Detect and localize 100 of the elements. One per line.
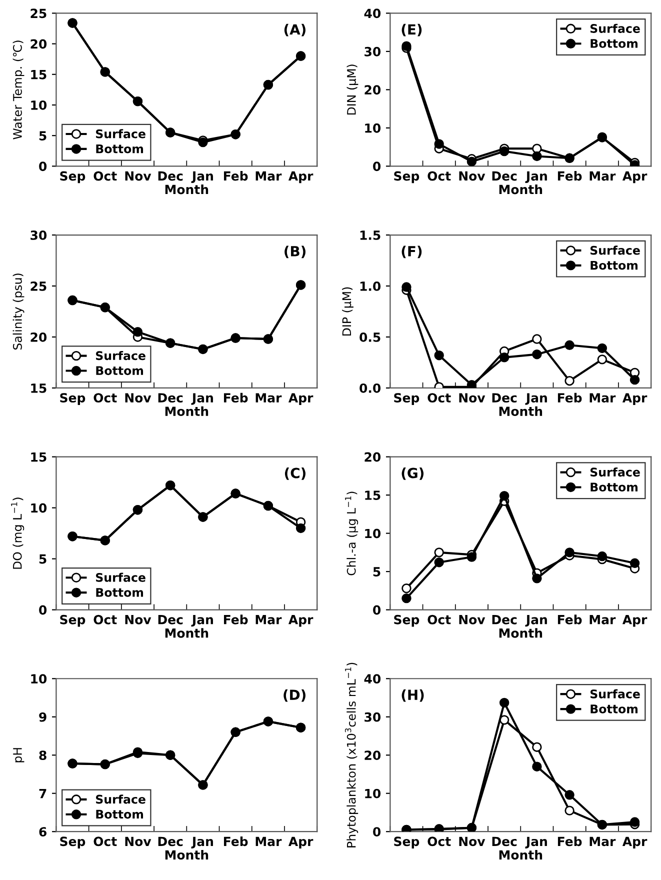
x-tick-label: Feb bbox=[558, 392, 582, 403]
y-tick-label: 0 bbox=[39, 162, 47, 172]
y-tick-label: 20 bbox=[364, 452, 381, 462]
x-tick-label: Dec bbox=[492, 615, 517, 624]
x-tick-label: Sep bbox=[394, 614, 420, 627]
x-tick-label: Nov bbox=[459, 615, 486, 624]
y-axis-title: Phytoplankton (x10$^{3}$cells mL$^{−1}$) bbox=[344, 662, 358, 848]
x-tick-label: Mar bbox=[256, 615, 282, 624]
x-tick-label: Dec bbox=[492, 171, 517, 181]
legend-label: Surface bbox=[96, 350, 146, 360]
x-tick-label: Sep bbox=[394, 393, 420, 405]
x-tick-label: Jan bbox=[191, 171, 213, 184]
x-tick-label: Mar bbox=[590, 393, 616, 403]
legend-label: Surface bbox=[96, 572, 146, 582]
y-tick-label: 40 bbox=[364, 8, 381, 18]
y-tick-label: 1.0 bbox=[360, 281, 381, 291]
y-tick-label: 20 bbox=[30, 39, 47, 49]
legend-label: Bottom bbox=[96, 810, 144, 819]
x-tick-label: Sep bbox=[60, 614, 86, 627]
x-axis-title: Month bbox=[165, 184, 208, 194]
x-axis-title: Month bbox=[165, 406, 208, 416]
x-tick-label: Jan bbox=[525, 393, 547, 405]
x-tick-label: Oct bbox=[428, 836, 451, 846]
x-tick-label: Dec bbox=[158, 836, 183, 846]
y-tick-label: 0 bbox=[39, 605, 47, 615]
y-axis-title: Water Temp. (℃) bbox=[12, 40, 24, 140]
x-tick-label: Mar bbox=[256, 171, 282, 181]
x-tick-label: Feb bbox=[558, 171, 582, 181]
x-tick-label: Apr bbox=[622, 393, 648, 405]
x-tick-label: Oct bbox=[94, 171, 117, 181]
y-tick-label: 10 bbox=[365, 123, 381, 133]
x-tick-label: Apr bbox=[288, 836, 314, 849]
legend-label: Bottom bbox=[590, 39, 638, 48]
x-tick-label: Feb bbox=[224, 836, 248, 846]
y-tick-label: 10 bbox=[31, 674, 47, 684]
x-axis-title: Month bbox=[499, 628, 542, 638]
y-tick-label: 0.0 bbox=[360, 383, 381, 393]
x-tick-label: Dec bbox=[158, 615, 183, 624]
y-axis-title: DIP (μM) bbox=[342, 287, 354, 336]
y-tick-label: 40 bbox=[364, 674, 381, 684]
x-tick-label: Feb bbox=[558, 836, 582, 846]
y-tick-label: 15 bbox=[31, 452, 46, 462]
x-tick-label: Feb bbox=[224, 392, 248, 403]
x-tick-label: Nov bbox=[125, 171, 152, 181]
x-axis-title: Month bbox=[165, 850, 208, 860]
x-tick-label: Mar bbox=[256, 393, 282, 403]
y-tick-label: 10 bbox=[365, 528, 381, 538]
x-tick-label: Dec bbox=[492, 393, 517, 403]
y-tick-label: 20 bbox=[364, 750, 381, 760]
x-tick-label: Nov bbox=[125, 836, 152, 846]
x-tick-label: Apr bbox=[622, 615, 648, 627]
x-tick-label: Dec bbox=[158, 171, 183, 181]
x-tick-label: Mar bbox=[256, 836, 282, 846]
x-tick-label: Apr bbox=[288, 615, 314, 627]
y-tick-label: 1.5 bbox=[360, 230, 380, 240]
x-tick-label: Mar bbox=[590, 171, 616, 181]
annotation: (B) bbox=[284, 246, 306, 258]
x-tick-label: Jan bbox=[191, 393, 213, 405]
y-axis-title: Chl.-a (μg L$^{−1}$) bbox=[345, 492, 358, 576]
x-axis-title: Month bbox=[499, 406, 542, 416]
y-axis-title: Salinity (psu) bbox=[12, 274, 24, 350]
x-tick-label: Nov bbox=[125, 393, 152, 403]
x-tick-label: Dec bbox=[492, 836, 517, 846]
y-tick-label: 10 bbox=[31, 100, 47, 110]
y-tick-label: 0.5 bbox=[360, 332, 380, 342]
annotation: (C) bbox=[284, 468, 306, 480]
y-tick-label: 25 bbox=[30, 281, 46, 291]
y-tick-label: 10 bbox=[365, 788, 381, 798]
annotation: (H) bbox=[402, 689, 424, 702]
x-tick-label: Jan bbox=[525, 615, 547, 627]
y-tick-label: 0 bbox=[373, 827, 381, 837]
x-tick-label: Jan bbox=[191, 836, 213, 848]
y-tick-label: 5 bbox=[39, 131, 46, 141]
x-tick-label: Mar bbox=[590, 836, 616, 846]
x-axis-title: Month bbox=[499, 850, 542, 860]
x-axis-title: Month bbox=[165, 628, 208, 638]
annotation: (E) bbox=[402, 24, 422, 36]
x-tick-label: Jan bbox=[525, 171, 547, 184]
x-tick-label: Sep bbox=[60, 836, 86, 849]
legend-label: Bottom bbox=[590, 704, 638, 714]
x-tick-label: Feb bbox=[224, 614, 248, 624]
y-tick-label: 0 bbox=[373, 605, 381, 615]
x-tick-label: Sep bbox=[60, 171, 86, 184]
y-tick-label: 7 bbox=[39, 788, 46, 798]
y-tick-label: 10 bbox=[31, 503, 47, 513]
legend-label: Surface bbox=[96, 794, 146, 804]
x-tick-label: Oct bbox=[94, 393, 117, 403]
x-axis-title: Month bbox=[499, 184, 542, 194]
y-axis-title: DO (mg L$^{−1}$) bbox=[11, 498, 24, 569]
legend-label: Surface bbox=[590, 24, 640, 33]
y-tick-label: 15 bbox=[365, 490, 380, 500]
y-tick-label: 30 bbox=[364, 46, 381, 56]
x-tick-label: Mar bbox=[590, 615, 616, 624]
x-tick-label: Oct bbox=[94, 836, 117, 846]
legend-label: Surface bbox=[590, 467, 640, 477]
legend-label: Surface bbox=[96, 129, 146, 138]
x-tick-label: Apr bbox=[288, 393, 314, 405]
annotation: (G) bbox=[402, 468, 424, 480]
legend-label: Surface bbox=[590, 246, 640, 255]
y-tick-label: 0 bbox=[373, 162, 381, 172]
